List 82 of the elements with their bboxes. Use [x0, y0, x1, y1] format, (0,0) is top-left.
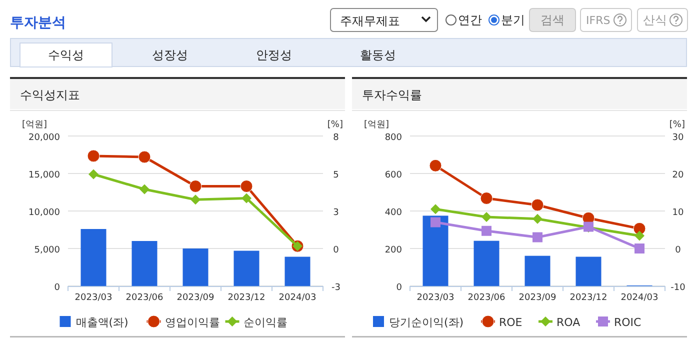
chart-title: 수익성지표 [20, 88, 80, 102]
text: 수익성 [48, 48, 84, 62]
bar [132, 241, 158, 286]
y2-tick-label: 5 [333, 170, 339, 180]
button: 산식 [637, 8, 688, 32]
y-tick-label: 0 [396, 283, 402, 293]
point [532, 232, 542, 242]
y-tick-label: 200 [384, 246, 402, 256]
y-tick-label: 20,000 [28, 133, 60, 143]
y-axis-title: [억원] [364, 120, 390, 130]
point [634, 230, 644, 241]
y-tick-label: 15,000 [28, 170, 60, 180]
legend-label: ROA [556, 316, 581, 329]
chart-title: 투자수익률 [362, 88, 422, 102]
point [430, 217, 440, 228]
bar [284, 256, 310, 286]
text: 분기 [501, 13, 525, 27]
y2-tick-label: 10 [672, 208, 684, 218]
point [190, 194, 200, 205]
text: 활동성 [360, 48, 396, 62]
y2-tick-label: 0 [333, 246, 340, 256]
y2-tick-label: 3 [333, 208, 339, 218]
x-tick-label: 2023/03 [416, 293, 454, 303]
legend-label: ROE [499, 316, 522, 329]
x-tick-label: 2024/03 [278, 293, 316, 303]
bar [234, 250, 260, 286]
point [140, 184, 150, 194]
y2-tick-label: -3 [332, 283, 340, 293]
y-tick-label: 800 [384, 133, 402, 143]
point [429, 159, 442, 172]
legend-label: 순이익률 [243, 316, 288, 329]
bar [576, 256, 602, 286]
point [482, 212, 492, 222]
point [242, 193, 252, 204]
y-tick-label: 0 [54, 283, 60, 293]
y-tick-label: 10,000 [28, 208, 60, 218]
legend-label: 당기순이익(좌) [389, 316, 464, 329]
x-tick-label: 2023/12 [228, 293, 266, 303]
legend-label: ROIC [614, 316, 642, 329]
y2-tick-label: 20 [672, 170, 684, 180]
bar [474, 240, 500, 286]
bar [80, 229, 106, 286]
y-tick-label: 5,000 [34, 246, 60, 256]
point [482, 226, 492, 236]
y-axis-title: [억원] [22, 120, 48, 130]
text: 투자분석 [10, 15, 66, 31]
x-tick-label: 2023/06 [126, 293, 164, 303]
button: IFRS [580, 8, 632, 32]
point [634, 244, 644, 254]
y2-axis-title: [%] [327, 120, 343, 130]
x-tick-label: 2023/03 [74, 293, 112, 303]
x-tick-label: 2023/09 [176, 293, 214, 303]
dropdown: 주재무제표 [330, 8, 438, 32]
y2-axis-title: [%] [669, 120, 685, 130]
point [532, 214, 542, 224]
y-tick-label: 400 [384, 208, 402, 218]
y2-tick-label: 0 [675, 246, 682, 256]
point [87, 150, 100, 162]
point [430, 204, 440, 214]
y2-tick-label: -10 [670, 283, 686, 293]
legend-label: 매출액(좌) [76, 316, 128, 329]
bar [182, 248, 208, 286]
button: 검색 [529, 8, 576, 32]
x-tick-label: 2023/12 [570, 293, 608, 303]
y-tick-label: 600 [384, 170, 402, 180]
legend-label: 영업이익률 [164, 316, 220, 329]
text: 성장성 [152, 48, 188, 62]
point [189, 180, 202, 192]
y2-tick-label: 8 [333, 133, 340, 143]
point [138, 150, 151, 164]
text: 안정성 [256, 48, 292, 62]
point [480, 192, 493, 204]
bar [422, 216, 448, 286]
point [240, 180, 253, 192]
x-tick-label: 2024/03 [620, 293, 658, 303]
text: 연간 [458, 13, 482, 27]
y2-tick-label: 30 [672, 133, 684, 143]
bar [524, 256, 550, 286]
point [88, 169, 98, 180]
x-tick-label: 2023/06 [468, 293, 506, 303]
point [531, 198, 544, 212]
x-tick-label: 2023/09 [518, 293, 556, 303]
